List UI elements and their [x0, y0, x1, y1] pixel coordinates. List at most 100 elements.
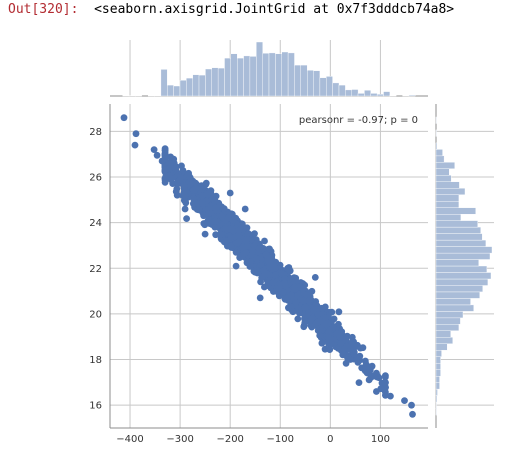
scatter-point — [324, 319, 332, 327]
marginal-x-bar — [192, 74, 200, 97]
x-tick-label: −300 — [166, 434, 193, 445]
scatter-point — [350, 348, 358, 356]
scatter-point — [318, 339, 326, 347]
y-tick-label: 28 — [89, 127, 102, 138]
axes — [109, 104, 428, 429]
scatter-points — [120, 114, 416, 418]
marginal-y-bar — [435, 317, 461, 325]
scatter-point — [351, 343, 359, 351]
marginal-y-bar — [435, 285, 483, 293]
scatter-point — [242, 249, 250, 257]
y-tick-label: 16 — [89, 401, 102, 412]
marginal-y-bar — [435, 220, 478, 228]
scatter-point — [318, 304, 325, 312]
marginal-y-bar — [435, 291, 480, 299]
marginal-y-bar — [435, 168, 450, 176]
scatter-point — [314, 318, 322, 326]
scatter-point — [291, 286, 299, 293]
scatter-point — [318, 326, 326, 334]
marginal-x-bar — [326, 76, 333, 97]
scatter-point — [347, 356, 354, 363]
scatter-point — [184, 171, 192, 179]
scatter-point — [314, 311, 322, 318]
x-tick-label: 100 — [371, 434, 390, 445]
marginal-x-bar — [249, 56, 257, 97]
scatter-point — [373, 369, 380, 377]
marginal-x-bar — [357, 93, 365, 97]
marginal-y-bar — [435, 376, 440, 383]
marginal-x-histogram — [110, 40, 428, 97]
marginal-y-bar — [435, 304, 474, 312]
scatter-point — [212, 204, 220, 212]
scatter-point — [256, 294, 264, 302]
marginal-x-bar — [211, 67, 219, 97]
marginal-y-bar — [435, 181, 460, 189]
marginal-x-bar — [179, 80, 187, 97]
marginal-x-bar — [236, 57, 244, 97]
scatter-point — [241, 205, 249, 213]
marginal-x-bar — [205, 68, 212, 97]
scatter-point — [337, 340, 344, 347]
scatter-point — [226, 225, 234, 233]
scatter-point — [305, 297, 313, 304]
scatter-point — [355, 379, 363, 386]
marginal-x-bar — [351, 89, 359, 97]
scatter-point — [165, 172, 173, 180]
scatter-point — [373, 388, 380, 395]
scatter-point — [224, 214, 232, 222]
scatter-point — [199, 192, 206, 200]
scatter-point — [329, 323, 337, 331]
x-tick-label: 0 — [327, 434, 333, 445]
marginal-y-bar — [435, 363, 441, 370]
scatter-point — [266, 256, 273, 264]
scatter-point — [354, 359, 362, 366]
marginal-x-bar — [287, 52, 295, 97]
output-line: Out[320]: <seaborn.axisgrid.JointGrid at… — [8, 2, 454, 17]
scatter-point — [161, 145, 169, 153]
scatter-point — [271, 264, 279, 272]
scatter-point — [311, 274, 319, 281]
scatter-point — [367, 374, 375, 381]
scatter-point — [158, 157, 166, 165]
marginal-y-bar — [435, 298, 471, 306]
scatter-point — [227, 233, 235, 241]
scatter-point — [325, 334, 332, 342]
scatter-point — [382, 373, 389, 381]
marginal-y-bar — [435, 207, 476, 215]
scatter-point — [401, 397, 408, 404]
scatter-point — [201, 230, 209, 238]
scatter-point — [253, 255, 260, 262]
scatter-point — [339, 351, 347, 359]
marginal-x-bar — [319, 77, 327, 97]
marginal-y-bar — [435, 324, 460, 331]
scatter-point — [166, 164, 174, 172]
scatter-point — [183, 215, 191, 223]
marginal-y-bar — [435, 388, 438, 396]
marginal-x-bar — [364, 90, 371, 97]
y-tick-label: 24 — [89, 218, 102, 229]
marginal-x-bar — [198, 74, 206, 97]
scatter-point — [222, 237, 230, 245]
marginal-y-bar — [435, 265, 488, 273]
pearsonr-annotation: pearsonr = -0.97; p = 0 — [299, 115, 418, 126]
marginal-x-bar — [275, 53, 282, 97]
scatter-point — [189, 194, 197, 202]
marginal-x-bar — [300, 64, 308, 97]
marginal-x-bar — [294, 64, 301, 97]
scatter-point — [326, 346, 334, 353]
scatter-point — [199, 199, 206, 206]
y-tick-labels: 16 18 20 22 24 26 28 — [89, 127, 102, 412]
scatter-point — [409, 410, 416, 418]
marginal-y-bar — [435, 200, 460, 208]
marginal-y-bar — [435, 337, 453, 344]
scatter-point — [296, 309, 303, 317]
x-tick-label: −200 — [216, 434, 243, 445]
scatter-point — [243, 242, 251, 250]
marginal-x-bar — [281, 51, 289, 97]
y-tick-label: 20 — [89, 309, 102, 320]
scatter-point — [235, 231, 243, 239]
scatter-point — [292, 299, 300, 306]
marginal-y-bar — [435, 356, 441, 364]
scatter-point — [232, 248, 240, 256]
output-prompt: Out[320]: — [8, 2, 79, 17]
